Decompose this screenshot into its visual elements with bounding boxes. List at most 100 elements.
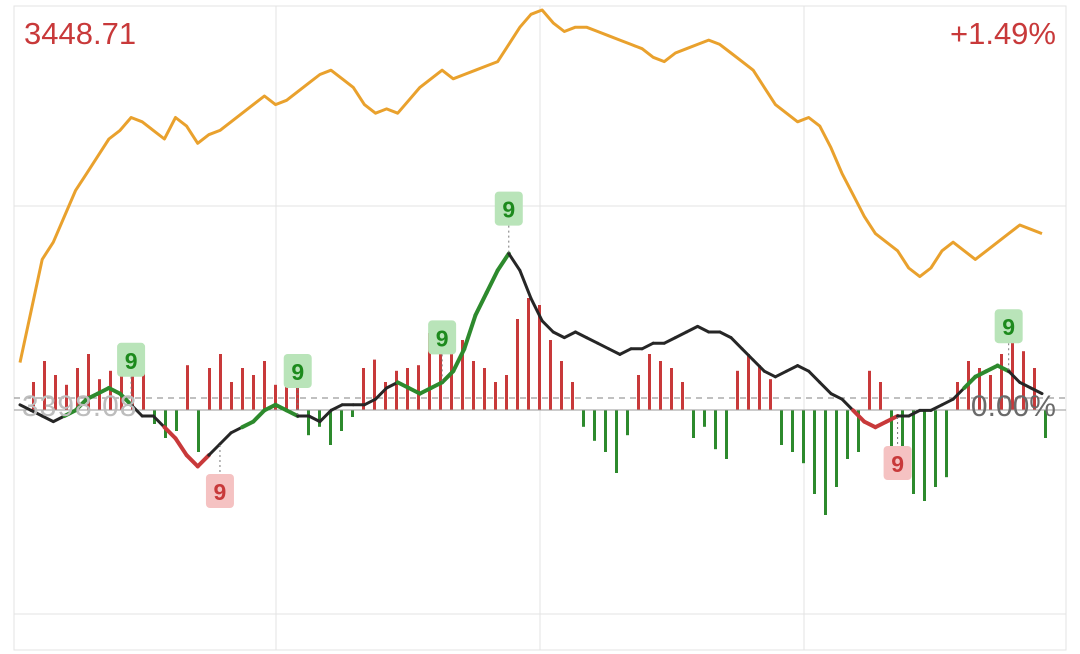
avg-line-segment — [318, 408, 333, 424]
volume-bar-up — [274, 384, 277, 410]
avg-line-segment — [696, 324, 711, 334]
avg-line-segment — [162, 425, 178, 441]
volume-bar-up — [65, 384, 68, 410]
volume-bar-up — [472, 361, 475, 410]
avg-line-segment — [117, 391, 134, 407]
volume-bar-down — [318, 410, 321, 427]
volume-bar-up — [637, 375, 640, 410]
volume-bar-down — [824, 410, 827, 515]
volume-bar-down — [164, 410, 167, 438]
marker-label: 9 — [291, 359, 304, 385]
avg-line-segment — [73, 397, 89, 413]
volume-bar-down — [615, 410, 618, 473]
avg-line-segment — [284, 408, 300, 418]
volume-bar-down — [703, 410, 706, 427]
avg-line-segment — [762, 369, 777, 379]
avg-line-segment — [940, 397, 955, 407]
volume-bar-up — [43, 361, 46, 410]
volume-bar-up — [285, 379, 288, 410]
volume-bar-up — [208, 368, 211, 410]
volume-bar-down — [329, 410, 332, 445]
avg-line-segment — [773, 369, 788, 379]
marker-label: 9 — [1002, 314, 1015, 340]
avg-line-segment — [729, 336, 744, 351]
marker-label: 9 — [436, 325, 449, 351]
avg-line-segment — [417, 386, 434, 396]
volume-bar-up — [527, 298, 530, 410]
avg-line-segment — [829, 392, 844, 401]
volume-bar-up — [230, 382, 233, 410]
avg-line-segment — [51, 414, 66, 424]
avg-line-segment — [562, 330, 577, 340]
volume-bar-down — [307, 410, 310, 436]
volume-bar-up — [1011, 333, 1014, 410]
marker-label: 9 — [125, 348, 138, 374]
volume-bar-down — [714, 410, 717, 450]
avg-line-segment — [195, 453, 211, 469]
volume-bar-up — [428, 333, 431, 410]
avg-line-segment — [273, 402, 289, 413]
volume-bar-up — [769, 379, 772, 410]
avg-line-segment — [40, 414, 55, 424]
volume-bar-up — [186, 365, 189, 410]
price-label: 3448.71 — [24, 16, 137, 51]
avg-line-segment — [673, 330, 689, 340]
volume-bar-up — [395, 370, 398, 410]
avg-line-segment — [573, 330, 589, 340]
avg-line-segment — [718, 330, 733, 340]
avg-line-segment — [607, 347, 622, 356]
marker-box — [494, 191, 523, 226]
avg-line-segment — [385, 380, 400, 390]
volume-bar-up — [384, 382, 387, 410]
volume-bar-down — [725, 410, 728, 459]
volume-bar-up — [560, 361, 563, 410]
avg-line-segment — [1007, 369, 1022, 384]
volume-bar-down — [912, 410, 915, 494]
avg-line-segment — [962, 374, 978, 390]
avg-line-segment — [751, 358, 766, 373]
avg-line-segment — [785, 364, 800, 373]
volume-bar-down — [351, 410, 354, 417]
avg-line-segment — [1018, 380, 1033, 390]
avg-line-segment — [851, 408, 867, 424]
avg-line-segment — [18, 403, 33, 412]
volume-bar-down — [582, 410, 585, 427]
volume-bar-down — [802, 410, 805, 464]
avg-line-segment — [484, 268, 500, 295]
volume-bar-up — [120, 356, 123, 410]
volume-bar-down — [175, 410, 178, 431]
volume-bar-up — [538, 305, 541, 410]
volume-bar-down — [1044, 410, 1047, 438]
avg-line-segment — [495, 251, 511, 273]
volume-bar-up — [758, 365, 761, 410]
volume-bar-up — [505, 375, 508, 410]
volume-bar-up — [362, 368, 365, 410]
volume-bar-up — [87, 354, 90, 410]
volume-bar-up — [659, 361, 662, 410]
avg-line-segment — [551, 330, 566, 340]
volume-bar-up — [1000, 354, 1003, 410]
marker-label: 9 — [214, 479, 227, 505]
volume-bar-down — [846, 410, 849, 459]
avg-line-segment — [951, 386, 966, 401]
marker-green: 9 — [117, 342, 146, 405]
volume-bar-up — [54, 375, 57, 410]
volume-bar-up — [989, 375, 992, 410]
volume-bar-up — [494, 382, 497, 410]
avg-line-segment — [251, 408, 267, 424]
volume-bar-down — [835, 410, 838, 487]
marker-green: 9 — [428, 320, 457, 383]
avg-line-segment — [184, 453, 200, 469]
avg-line-segment — [307, 414, 322, 424]
avg-line-segment — [1029, 386, 1044, 396]
volume-bar-up — [549, 340, 552, 410]
volume-bar-down — [857, 410, 860, 452]
avg-line-segment — [129, 403, 144, 418]
avg-line-segment — [29, 408, 44, 418]
avg-line-segment — [229, 425, 244, 435]
volume-bar-up — [219, 354, 222, 410]
volume-bar-down — [340, 410, 343, 431]
avg-line — [18, 251, 1044, 469]
marker-green: 9 — [994, 309, 1023, 372]
avg-line-segment — [907, 408, 922, 418]
